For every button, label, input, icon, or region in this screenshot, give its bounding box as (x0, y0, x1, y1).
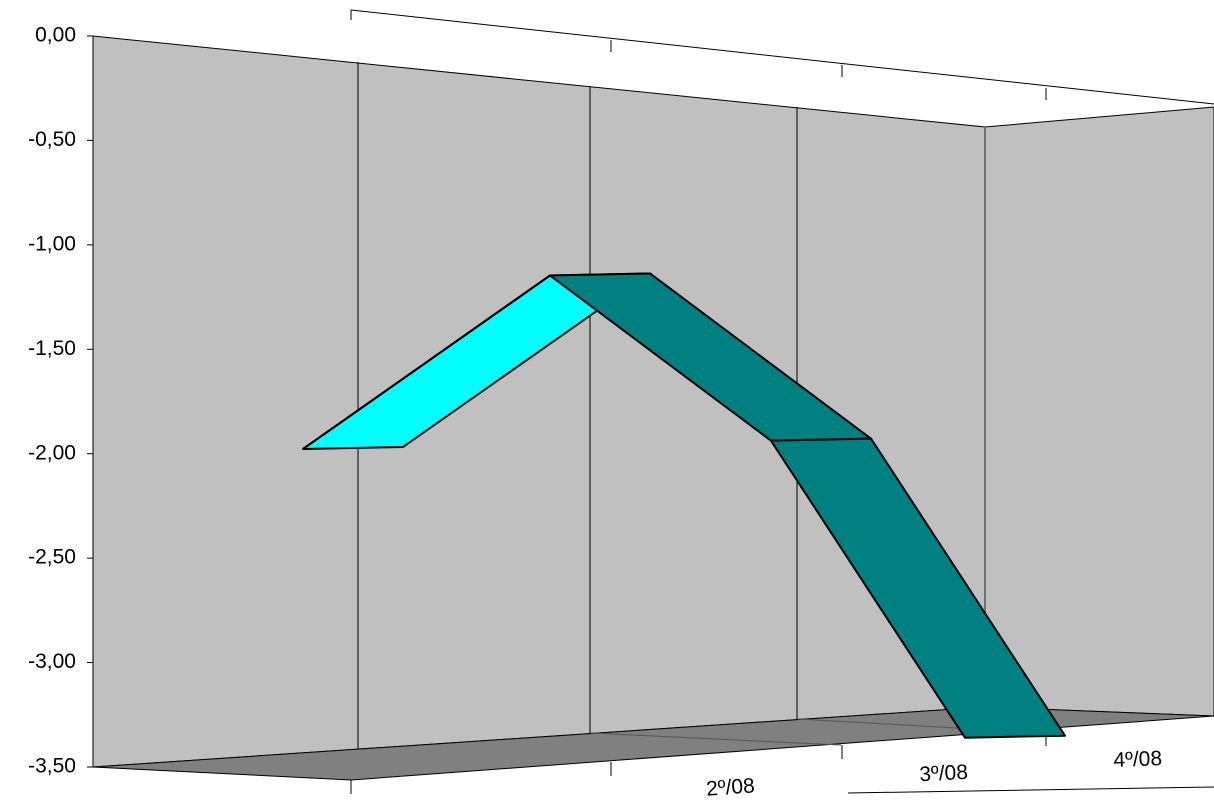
x-axis-line (847, 786, 1214, 794)
y-tick-labels: 0,00 -0,50 -1,00 -1,50 -2,00 -2,50 -3,00 -3,50 (28, 24, 76, 778)
y-tick-label: -1,00 (28, 232, 76, 255)
x-tick-label: 4º/08 (1113, 747, 1162, 772)
floor-division (589, 732, 842, 746)
chart-walls (92, 35, 1214, 781)
floor (92, 706, 1214, 781)
y-tick-label: -2,00 (28, 441, 76, 464)
series-ribbon (302, 272, 1066, 739)
top-frame-line (350, 9, 1214, 105)
side-wall (984, 106, 1214, 717)
y-tick-label: -3,00 (28, 650, 76, 673)
value-axis (87, 9, 1214, 794)
y-tick-label: 0,00 (35, 24, 76, 47)
ribbon-front-edge (302, 274, 551, 450)
y-tick-label: -3,50 (28, 755, 76, 778)
y-tick-label: -1,50 (28, 337, 76, 360)
y-tick-label: -2,50 (28, 546, 76, 569)
y-tick-label: -0,50 (28, 128, 76, 151)
x-tick-label: 3º/08 (919, 761, 969, 787)
ribbon-segment-falling (770, 437, 1066, 739)
back-wall (92, 35, 986, 768)
x-tick-labels: 2º/08 3º/08 4º/08 (706, 747, 1163, 801)
x-tick-label: 2º/08 (706, 774, 756, 797)
